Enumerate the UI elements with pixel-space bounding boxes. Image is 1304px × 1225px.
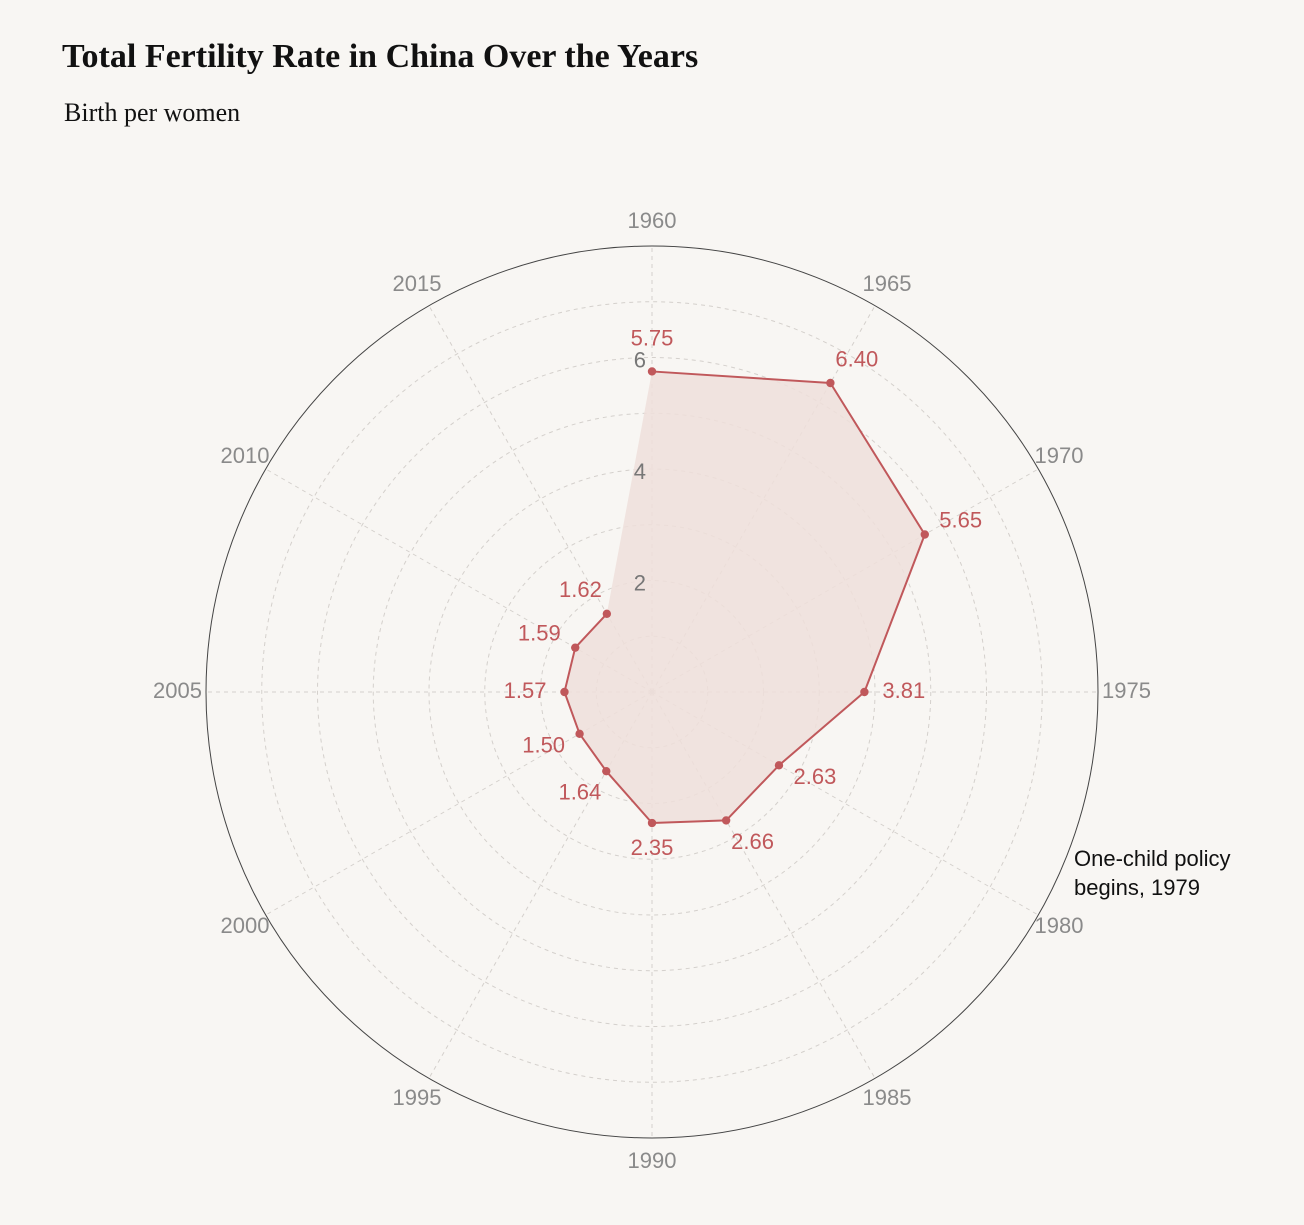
radial-tick-label: 6 (634, 347, 646, 372)
annotation-line: begins, 1979 (1074, 875, 1200, 900)
data-point (774, 761, 784, 770)
angle-label: 2005 (153, 678, 202, 703)
data-point (860, 687, 869, 697)
chart-title: Total Fertility Rate in China Over the Y… (62, 38, 699, 75)
data-point (602, 609, 612, 618)
angle-label: 1990 (628, 1148, 677, 1173)
angle-label: 1995 (393, 1085, 442, 1110)
radial-tick-label: 2 (634, 570, 646, 595)
data-point (826, 378, 835, 388)
value-label-layer: 5.75 6.40 5.65 3.81 2.63 2.66 2.35 1.64 1.50 1.57… (504, 325, 982, 860)
value-label: 5.65 (939, 507, 982, 532)
angle-label: 1975 (1102, 678, 1151, 703)
value-label: 6.40 (835, 346, 878, 371)
data-point (575, 729, 584, 739)
angle-label: 2010 (220, 443, 269, 468)
series-line (563, 370, 926, 825)
value-label: 1.64 (558, 780, 601, 805)
data-point (920, 530, 929, 539)
angle-label: 1960 (628, 208, 677, 233)
chart-subtitle: Birth per women (64, 98, 241, 127)
value-label: 2.35 (631, 835, 674, 860)
area-layer (563, 370, 926, 825)
angle-label: 1965 (863, 271, 912, 296)
annotation-layer: One-child policy begins, 1979 (1074, 846, 1231, 900)
angle-label: 1985 (863, 1085, 912, 1110)
data-point-layer (560, 367, 929, 828)
angle-label-layer: 1960 1965 1970 1975 1980 1985 1990 1995 2000 2005… (153, 208, 1151, 1173)
value-label: 5.75 (631, 325, 674, 350)
data-point (602, 766, 611, 776)
angle-label: 2015 (393, 271, 442, 296)
annotation-line: One-child policy (1074, 846, 1231, 871)
value-label: 1.50 (522, 733, 565, 758)
grid-circle (317, 357, 987, 1027)
grid-circle (261, 301, 1043, 1083)
data-point (721, 816, 731, 825)
value-label: 2.66 (731, 829, 774, 854)
angle-label: 1970 (1035, 443, 1084, 468)
value-label: 3.81 (882, 678, 925, 703)
value-label: 2.63 (793, 764, 836, 789)
value-label: 1.62 (559, 577, 602, 602)
outer-ring (205, 245, 1099, 1139)
angle-label: 2000 (220, 913, 269, 938)
radial-tick-layer: 2 4 6 (634, 347, 646, 595)
value-label: 1.59 (518, 620, 561, 645)
angle-label: 1980 (1035, 913, 1084, 938)
area-fill (564, 371, 925, 824)
data-point (647, 367, 657, 376)
data-point (571, 643, 580, 652)
data-point (647, 818, 657, 828)
value-label: 1.57 (504, 678, 547, 703)
radial-tick-label: 4 (634, 459, 646, 484)
data-point (560, 687, 569, 697)
